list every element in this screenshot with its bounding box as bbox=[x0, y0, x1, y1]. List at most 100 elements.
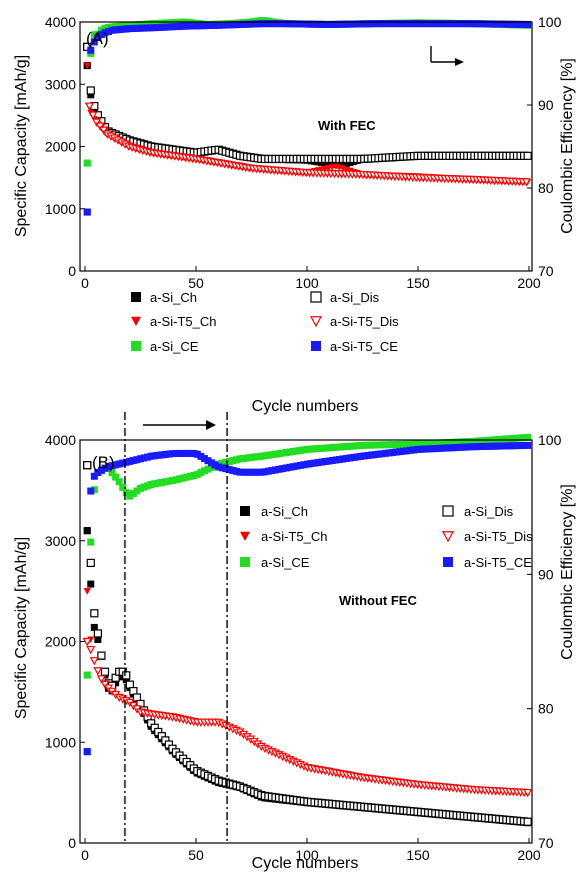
data-point bbox=[115, 26, 123, 34]
data-point bbox=[446, 444, 454, 452]
data-point bbox=[90, 486, 98, 494]
data-point bbox=[506, 20, 514, 28]
data-point bbox=[303, 20, 311, 28]
x-tick-label: 0 bbox=[81, 847, 89, 863]
data-point bbox=[140, 24, 148, 32]
data-point bbox=[275, 450, 283, 458]
data-point bbox=[470, 437, 478, 445]
data-point bbox=[112, 461, 120, 469]
data-point bbox=[325, 444, 333, 452]
data-point bbox=[129, 24, 137, 32]
data-point bbox=[122, 676, 130, 684]
data-point bbox=[463, 20, 471, 28]
data-point bbox=[357, 20, 365, 28]
data-point bbox=[446, 20, 454, 28]
legend-label: a-Si_Dis bbox=[330, 290, 380, 305]
data-point bbox=[435, 439, 443, 447]
x-tick-label: 50 bbox=[188, 275, 204, 291]
data-point bbox=[87, 580, 95, 588]
data-point bbox=[296, 446, 304, 454]
data-point bbox=[94, 635, 102, 643]
data-point bbox=[293, 462, 301, 470]
x-tick-label: 200 bbox=[517, 847, 541, 863]
data-point bbox=[477, 20, 485, 28]
data-point bbox=[311, 445, 319, 453]
data-point bbox=[303, 445, 311, 453]
data-point bbox=[122, 489, 130, 497]
data-point bbox=[119, 25, 127, 33]
data-point bbox=[328, 20, 336, 28]
data-point bbox=[463, 443, 471, 451]
legend-item: a-Si-T5_Ch bbox=[240, 529, 327, 544]
data-point bbox=[137, 20, 144, 28]
data-point bbox=[179, 22, 187, 30]
legend-item: a-Si_Dis bbox=[310, 290, 380, 305]
left-y-tick-label: 0 bbox=[68, 263, 76, 279]
data-point bbox=[509, 20, 517, 28]
data-point bbox=[378, 441, 386, 449]
data-point bbox=[389, 20, 397, 28]
data-point bbox=[523, 817, 532, 826]
data-point bbox=[144, 20, 152, 28]
data-point bbox=[321, 444, 329, 452]
data-point bbox=[137, 24, 144, 32]
data-point bbox=[474, 20, 482, 28]
data-point bbox=[229, 466, 237, 474]
data-point bbox=[509, 434, 517, 442]
data-point bbox=[477, 443, 485, 451]
data-point bbox=[502, 20, 510, 28]
data-point bbox=[435, 20, 443, 28]
data-point bbox=[481, 20, 489, 28]
data-point bbox=[449, 438, 457, 446]
panel-a-x-axis-label: Cycle numbers bbox=[252, 398, 359, 415]
x-tick-label: 50 bbox=[188, 847, 204, 863]
legend-label: a-Si-T5_Dis bbox=[464, 529, 533, 544]
data-point bbox=[236, 21, 244, 29]
data-point bbox=[435, 444, 443, 452]
data-point bbox=[311, 20, 319, 28]
legend-marker bbox=[131, 316, 141, 326]
data-point bbox=[208, 459, 216, 467]
data-point bbox=[314, 445, 322, 453]
data-point bbox=[392, 20, 400, 28]
data-point bbox=[417, 20, 425, 28]
data-point bbox=[151, 20, 159, 28]
data-point bbox=[350, 20, 358, 28]
data-point bbox=[218, 459, 226, 467]
data-point bbox=[83, 748, 91, 756]
data-point bbox=[343, 443, 351, 451]
data-point bbox=[353, 453, 361, 461]
data-point bbox=[154, 19, 162, 27]
panel-a-annotation: With FEC bbox=[318, 118, 376, 133]
left-y-tick-label: 4000 bbox=[45, 432, 76, 448]
data-point bbox=[389, 441, 397, 449]
data-point bbox=[197, 22, 205, 30]
left-y-tick-label: 1000 bbox=[45, 734, 76, 750]
right-y-tick-label: 90 bbox=[538, 566, 554, 582]
panel-b-marks bbox=[82, 433, 533, 827]
data-point bbox=[93, 629, 102, 638]
data-point bbox=[509, 442, 517, 450]
data-point bbox=[467, 437, 475, 445]
legend-label: a-Si-T5_CE bbox=[464, 555, 532, 570]
data-point bbox=[240, 20, 248, 28]
data-point bbox=[97, 26, 105, 34]
data-point bbox=[140, 20, 148, 28]
data-point bbox=[467, 20, 475, 28]
data-point bbox=[193, 470, 201, 478]
data-point bbox=[474, 437, 482, 445]
x-tick-label: 150 bbox=[406, 275, 430, 291]
data-point bbox=[86, 558, 95, 568]
data-point bbox=[243, 20, 251, 28]
data-point bbox=[261, 468, 269, 476]
data-point bbox=[286, 463, 294, 471]
data-point bbox=[467, 443, 475, 451]
data-point bbox=[523, 788, 533, 798]
data-point bbox=[460, 443, 468, 451]
panel-b-x-axis-label: Cycle numbers bbox=[252, 855, 359, 872]
data-point bbox=[353, 442, 361, 450]
legend-label: a-Si-T5_CE bbox=[330, 339, 398, 354]
data-point bbox=[222, 21, 230, 29]
data-point bbox=[92, 118, 102, 127]
